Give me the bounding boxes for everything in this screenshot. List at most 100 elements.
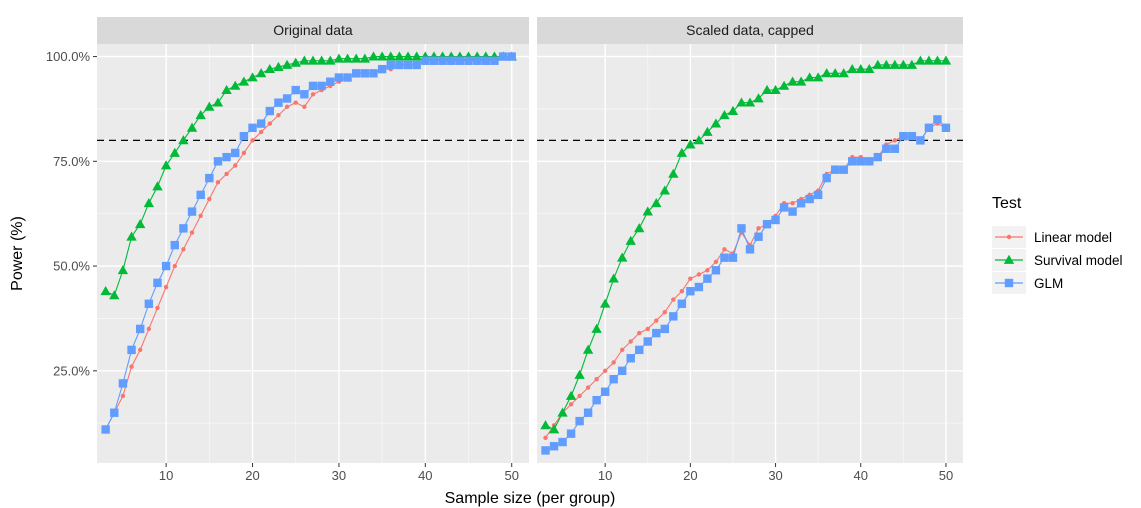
data-point <box>778 80 790 90</box>
data-point <box>368 51 379 61</box>
data-point <box>659 185 670 195</box>
data-point <box>856 157 865 166</box>
data-point <box>873 152 882 162</box>
x-tick-label: 40 <box>418 468 432 483</box>
data-point <box>274 98 283 107</box>
data-point <box>255 68 267 78</box>
data-point <box>395 60 404 70</box>
data-point <box>713 259 719 265</box>
data-point <box>222 152 231 162</box>
data-point <box>178 135 189 145</box>
data-point <box>855 63 866 74</box>
x-tick-label: 30 <box>332 468 346 483</box>
data-point <box>241 150 247 156</box>
data-point <box>221 84 232 94</box>
data-point <box>549 442 559 451</box>
data-point <box>291 85 300 95</box>
data-point <box>872 59 883 69</box>
data-point <box>847 63 858 74</box>
data-point <box>677 299 687 308</box>
data-point <box>333 53 345 63</box>
data-point <box>109 290 120 300</box>
data-point <box>618 366 627 376</box>
data-point <box>250 138 255 143</box>
data-point <box>120 393 126 399</box>
data-point <box>540 420 551 430</box>
data-point <box>548 424 560 434</box>
data-point <box>276 113 281 118</box>
x-tick-label: 20 <box>683 468 697 483</box>
legend-title: Test <box>992 195 1022 212</box>
data-point <box>804 72 815 82</box>
x-axis-title: Sample size (per group) <box>445 490 616 507</box>
data-point <box>189 230 195 235</box>
data-point <box>334 73 344 82</box>
data-point <box>592 395 601 405</box>
legend-marker <box>1004 278 1014 288</box>
data-point <box>146 326 152 332</box>
data-point <box>907 131 917 141</box>
data-point <box>762 219 772 229</box>
x-tick-label: 30 <box>768 468 782 483</box>
data-point <box>360 69 370 78</box>
data-point <box>196 190 205 200</box>
data-point <box>620 347 625 353</box>
data-point <box>282 94 292 103</box>
data-point <box>110 408 119 417</box>
data-point <box>343 73 352 82</box>
data-point <box>600 387 610 396</box>
data-point <box>830 68 841 78</box>
data-point <box>685 139 696 149</box>
data-point <box>899 131 908 141</box>
data-point <box>438 56 447 65</box>
data-point <box>351 53 362 63</box>
legend-marker <box>1006 234 1012 240</box>
data-point <box>281 59 293 69</box>
data-point <box>915 55 926 65</box>
data-point <box>558 437 567 447</box>
facet-strip <box>537 17 963 44</box>
data-point <box>611 360 616 365</box>
y-axis-title: Power (%) <box>9 216 26 291</box>
panel-1: Original data 10 20 30 40 50 25.0% 50.0% 75.0% 10… <box>46 17 529 483</box>
data-point <box>204 101 215 111</box>
data-point <box>602 368 608 374</box>
x-tick-label: 50 <box>939 468 953 483</box>
data-point <box>127 345 136 355</box>
data-point <box>100 286 111 296</box>
data-point <box>481 56 490 65</box>
data-point <box>152 181 163 191</box>
data-point <box>507 52 516 61</box>
x-tick-label: 10 <box>598 468 612 483</box>
data-point <box>805 194 814 204</box>
data-point <box>637 330 642 336</box>
facet-title: Original data <box>273 22 353 38</box>
data-point <box>129 364 134 369</box>
data-point <box>172 263 177 269</box>
data-point <box>668 168 679 178</box>
legend-item: Linear model <box>992 226 1112 248</box>
data-point <box>181 247 186 252</box>
data-point <box>574 369 585 379</box>
data-point <box>756 226 761 231</box>
data-point <box>541 446 550 455</box>
data-point <box>207 196 212 202</box>
data-point <box>676 147 688 157</box>
data-point <box>652 328 661 338</box>
data-point <box>583 408 593 417</box>
data-point <box>247 72 258 82</box>
data-point <box>822 173 831 183</box>
data-point <box>224 171 229 177</box>
data-point <box>662 309 667 315</box>
data-point <box>376 51 388 61</box>
data-point <box>143 198 155 208</box>
data-point <box>138 347 143 353</box>
data-point <box>212 97 224 107</box>
data-point <box>455 56 465 65</box>
data-point <box>265 106 274 116</box>
data-point <box>940 55 952 65</box>
data-point <box>231 148 240 158</box>
data-point <box>386 60 395 70</box>
data-point <box>411 51 422 61</box>
data-point <box>790 201 795 206</box>
